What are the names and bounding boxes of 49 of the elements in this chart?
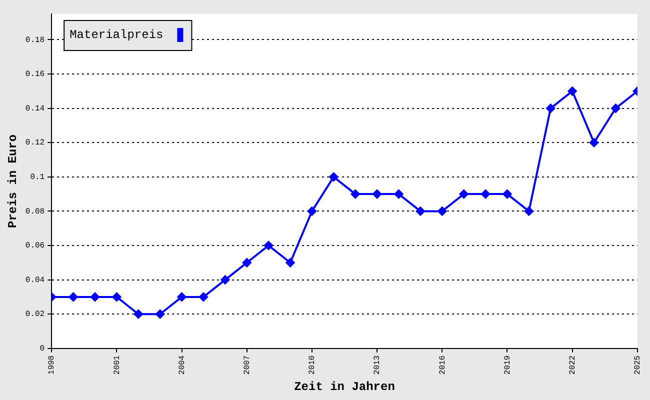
point — [546, 104, 556, 113]
point — [329, 172, 338, 182]
x-tick-label: 1998 — [48, 355, 57, 375]
point — [68, 292, 78, 302]
point — [307, 206, 316, 216]
point — [372, 190, 382, 199]
point — [90, 292, 100, 302]
y-tick-label: 0.18 — [25, 36, 45, 45]
point — [134, 310, 143, 319]
x-tick-label: 2016 — [438, 355, 448, 375]
x-tick-label: 2013 — [373, 355, 382, 375]
x-tick-label: 2007 — [242, 355, 252, 375]
point — [286, 258, 295, 268]
y-tick-label: 0.02 — [25, 310, 45, 320]
point — [112, 292, 122, 302]
point — [394, 190, 404, 199]
y-tick-label: 0.04 — [25, 276, 45, 285]
point — [198, 292, 208, 302]
y-axis-title: Preis in Euro — [6, 134, 20, 228]
x-tick-label: 2022 — [568, 355, 578, 375]
point — [264, 241, 274, 250]
point — [220, 275, 230, 284]
point — [502, 190, 512, 199]
x-tick-label: 2001 — [112, 355, 122, 375]
y-tick-label: 0.08 — [25, 207, 45, 216]
legend-label: Materialpreis — [70, 28, 164, 42]
point — [416, 206, 425, 216]
point — [438, 206, 447, 216]
point — [590, 138, 599, 148]
x-tick-label: 2004 — [178, 355, 187, 375]
point — [481, 190, 490, 199]
point — [459, 190, 468, 199]
y-tick-label: 0.1 — [30, 173, 45, 182]
y-tick-label: 0 — [40, 344, 45, 354]
y-tick-label: 0.12 — [25, 138, 45, 148]
point — [242, 258, 252, 268]
point — [611, 104, 620, 113]
point — [568, 86, 577, 96]
point — [156, 310, 165, 319]
x-tick-label: 2019 — [503, 355, 512, 375]
point — [177, 292, 186, 302]
y-tick-label: 0.06 — [25, 242, 45, 251]
y-tick-label: 0.16 — [25, 70, 45, 80]
x-tick-label: 2010 — [308, 355, 318, 375]
x-axis-title: Zeit in Jahren — [294, 380, 395, 394]
point — [524, 206, 534, 216]
y-tick-label: 0.14 — [25, 104, 45, 114]
point — [350, 190, 360, 199]
x-tick-label: 2025 — [634, 355, 643, 375]
